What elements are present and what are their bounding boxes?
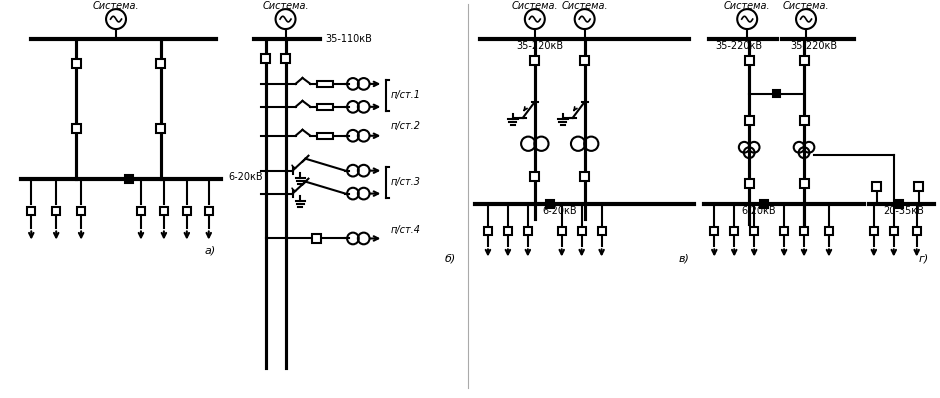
Bar [281, 55, 290, 63]
Bar [261, 55, 270, 63]
Text: п/ст.3: п/ст.3 [390, 177, 420, 187]
Text: 20-35кВ: 20-35кВ [884, 205, 924, 216]
Text: п/ст.2: п/ст.2 [390, 121, 420, 131]
Bar [71, 59, 81, 68]
Bar [872, 182, 882, 191]
Bar [137, 207, 145, 215]
Text: в): в) [679, 254, 689, 263]
Bar [744, 179, 754, 188]
Text: а): а) [205, 246, 216, 256]
Text: Система.: Система. [93, 1, 139, 11]
Bar [557, 228, 566, 236]
Bar [318, 81, 334, 87]
Bar [825, 228, 833, 236]
Bar [744, 116, 754, 125]
Bar [77, 207, 86, 215]
Bar [780, 228, 788, 236]
Bar [546, 199, 554, 207]
Bar [205, 207, 212, 215]
Bar [312, 234, 321, 243]
Bar [160, 207, 168, 215]
Bar [773, 90, 779, 98]
Bar [913, 228, 920, 236]
Bar [580, 172, 589, 181]
Bar [800, 116, 808, 125]
Bar [71, 124, 81, 133]
Bar [27, 207, 36, 215]
Text: Система.: Система. [561, 1, 608, 11]
Text: 35-110кВ: 35-110кВ [325, 34, 372, 44]
Text: г): г) [918, 254, 929, 263]
Text: б): б) [445, 254, 456, 263]
Bar [760, 199, 768, 207]
Bar [895, 199, 902, 207]
Text: 35-220кВ: 35-220кВ [715, 41, 762, 51]
Bar [598, 228, 605, 236]
Bar [915, 182, 923, 191]
Bar [711, 228, 718, 236]
Bar [800, 228, 808, 236]
Bar [580, 57, 589, 65]
Bar [800, 179, 808, 188]
Bar [53, 207, 60, 215]
Text: 6-20кВ: 6-20кВ [228, 172, 263, 181]
Bar [318, 133, 334, 139]
Bar [183, 207, 191, 215]
Bar [318, 104, 334, 110]
Text: Система.: Система. [262, 1, 309, 11]
Bar [156, 59, 165, 68]
Text: 6-20кВ: 6-20кВ [742, 205, 776, 216]
Bar [524, 228, 532, 236]
Text: 35-220кВ: 35-220кВ [516, 41, 563, 51]
Text: п/ст.1: п/ст.1 [390, 90, 420, 100]
Bar [800, 57, 808, 65]
Bar [156, 124, 165, 133]
Bar [484, 228, 492, 236]
Text: Система.: Система. [783, 1, 829, 11]
Text: Система.: Система. [511, 1, 558, 11]
Bar [744, 57, 754, 65]
Bar [870, 228, 878, 236]
Text: Система.: Система. [724, 1, 771, 11]
Bar [530, 57, 540, 65]
Text: 6-20кВ: 6-20кВ [542, 205, 577, 216]
Bar [890, 228, 898, 236]
Bar [578, 228, 586, 236]
Bar [125, 175, 133, 183]
Bar [504, 228, 512, 236]
Text: п/ст.4: п/ст.4 [390, 226, 420, 236]
Bar [750, 228, 759, 236]
Text: 35-220кВ: 35-220кВ [791, 41, 838, 51]
Bar [530, 172, 540, 181]
Bar [730, 228, 738, 236]
